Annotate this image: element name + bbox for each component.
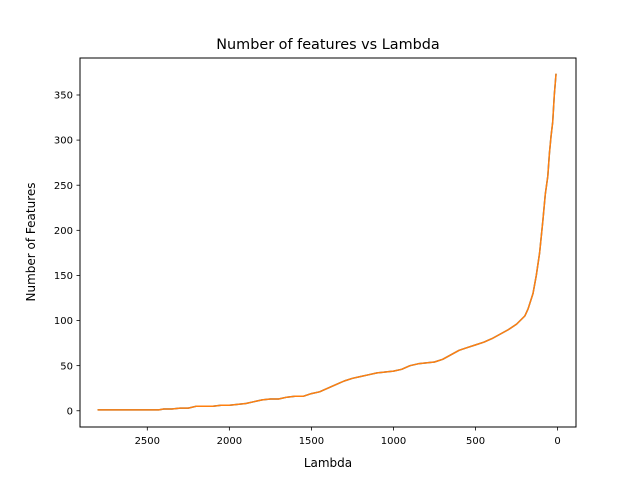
x-axis-label: Lambda: [304, 456, 352, 470]
series-layer: [97, 73, 557, 411]
x-tick-label: 0: [554, 436, 560, 447]
x-tick-label: 500: [466, 436, 485, 447]
x-tick-label: 2000: [217, 436, 242, 447]
y-tick-label: 150: [54, 271, 73, 282]
y-tick-label: 350: [54, 91, 73, 102]
y-axis-label: Number of Features: [24, 183, 38, 302]
y-tick-label: 250: [54, 181, 73, 192]
x-tick-label: 2500: [135, 436, 160, 447]
x-tick-label: 1500: [299, 436, 324, 447]
series-line-2: [97, 73, 557, 411]
y-tick-label: 0: [67, 406, 73, 417]
y-tick-label: 300: [54, 136, 73, 147]
x-axis-ticks: 2500 2000 1500 1000 500 0: [135, 427, 561, 447]
y-tick-label: 100: [54, 316, 73, 327]
plot-frame: [79, 57, 577, 428]
chart-title: Number of features vs Lambda: [216, 37, 439, 53]
x-tick-label: 1000: [381, 436, 406, 447]
y-tick-label: 200: [54, 226, 73, 237]
y-axis-ticks: 0 50 100 150 200 250 300 350: [54, 91, 80, 417]
y-tick-label: 50: [60, 361, 73, 372]
